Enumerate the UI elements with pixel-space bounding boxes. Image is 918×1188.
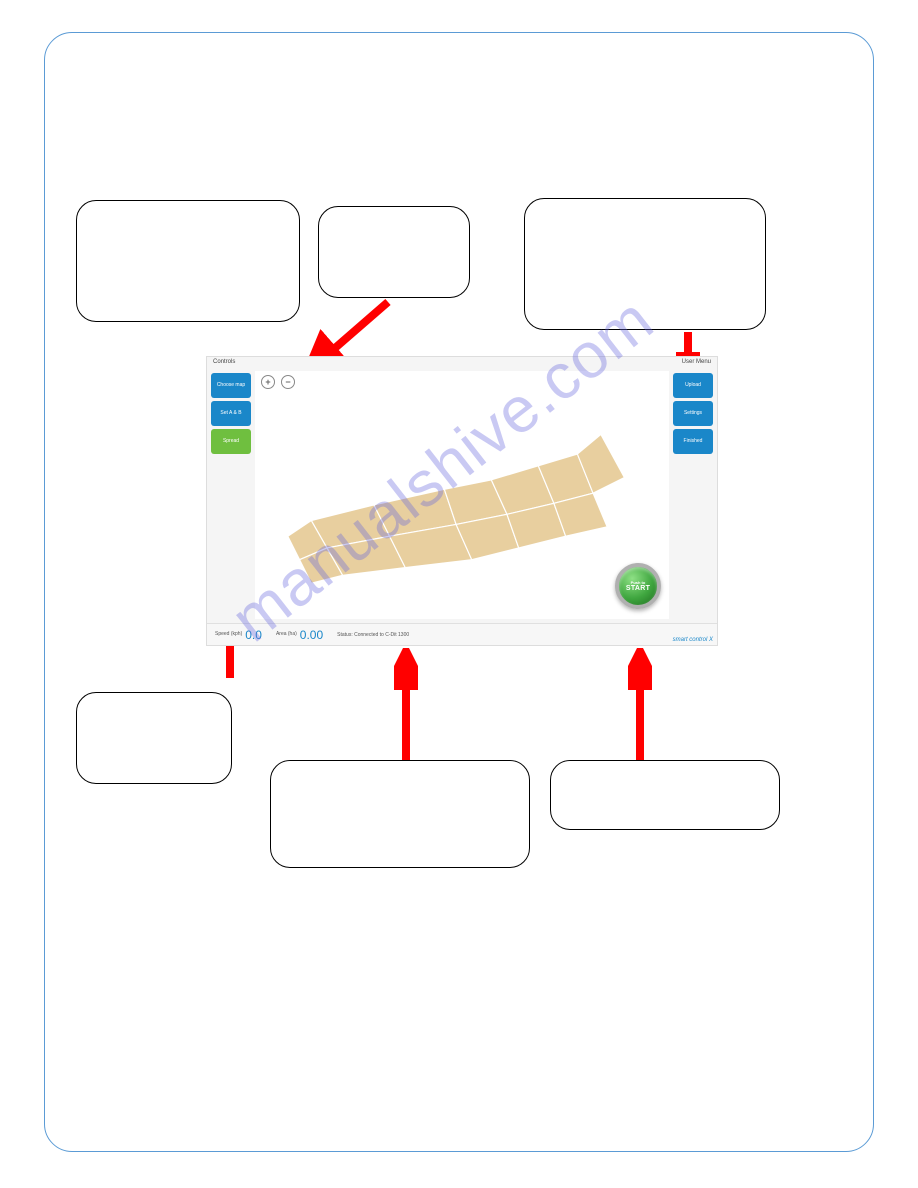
usermenu-panel: Upload Settings Finished (673, 373, 713, 457)
set-ab-button[interactable]: Set A & B (211, 401, 251, 426)
arrow-statusbar (394, 648, 418, 764)
controls-panel: Choose map Set A & B Spread (211, 373, 251, 457)
status-text: Status: Connected to C-Dit 1300 (337, 632, 409, 638)
finished-button[interactable]: Finished (673, 429, 713, 454)
callout-spread (76, 692, 232, 784)
zoom-out-button[interactable]: − (281, 375, 295, 389)
callout-usermenu (524, 198, 766, 330)
start-button[interactable]: Push to START (615, 563, 661, 609)
status-bar: Speed (kph) 0.0 Area (ha) 0.00 Status: C… (207, 623, 717, 645)
speed-label: Speed (kph) (215, 632, 242, 637)
map-viewport: + − (255, 371, 669, 619)
brand-logo: smart control X (673, 637, 713, 643)
choose-map-button[interactable]: Choose map (211, 373, 251, 398)
area-label: Area (ha) (276, 632, 297, 637)
callout-controls (76, 200, 300, 322)
callout-statusbar (270, 760, 530, 868)
app-screenshot: Controls User Menu Choose map Set A & B … (206, 356, 718, 646)
area-value: 0.00 (300, 628, 323, 642)
controls-header: Controls (213, 359, 235, 365)
upload-button[interactable]: Upload (673, 373, 713, 398)
arrow-start (628, 648, 652, 764)
callout-start (550, 760, 780, 830)
start-line2: START (626, 585, 650, 592)
callout-zoom (318, 206, 470, 298)
field-map (275, 411, 645, 591)
zoom-in-button[interactable]: + (261, 375, 275, 389)
spread-button[interactable]: Spread (211, 429, 251, 454)
usermenu-header: User Menu (682, 359, 711, 365)
settings-button[interactable]: Settings (673, 401, 713, 426)
speed-value: 0.0 (245, 628, 262, 642)
